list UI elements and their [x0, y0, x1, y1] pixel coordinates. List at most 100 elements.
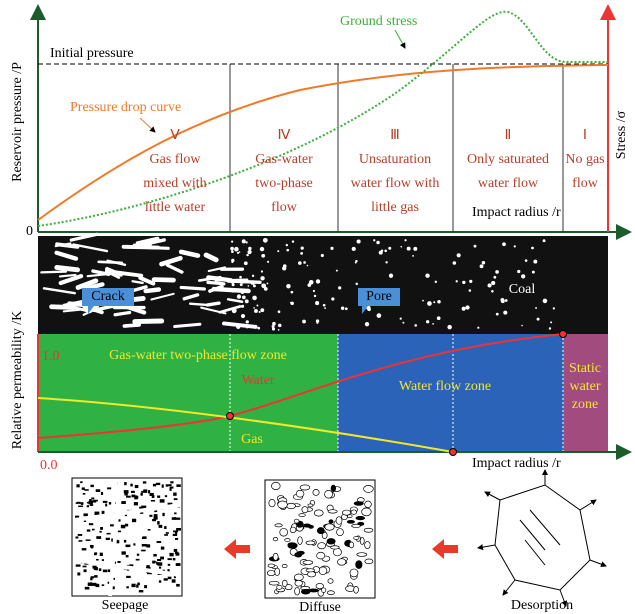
grain [326, 538, 336, 545]
grain [161, 484, 164, 488]
pore [502, 242, 506, 247]
grain [92, 565, 97, 569]
zone-text: water flow with [351, 176, 440, 191]
grain [90, 576, 94, 579]
zone-text: little water [145, 200, 206, 215]
crack [222, 321, 258, 329]
pore [260, 276, 265, 281]
grain [82, 565, 87, 568]
grain [144, 585, 148, 589]
grain [346, 519, 355, 524]
grain [164, 495, 168, 498]
pore [271, 327, 276, 331]
pore [436, 316, 441, 321]
pore [256, 304, 259, 307]
grain [350, 509, 357, 515]
grain [96, 558, 99, 561]
grain [90, 546, 94, 549]
zone-text: water flow [478, 176, 539, 191]
grain [162, 512, 165, 517]
grain [89, 498, 92, 502]
grain [167, 502, 173, 506]
grain [98, 568, 102, 572]
pore [260, 308, 265, 313]
grain [141, 543, 147, 547]
pore [240, 290, 245, 294]
crack [165, 263, 184, 274]
pore [300, 246, 304, 250]
grain [157, 521, 160, 525]
grain [89, 504, 94, 506]
grain [82, 493, 86, 495]
crack [54, 250, 79, 261]
grain [107, 487, 112, 490]
zone-text: Gas-water [255, 152, 313, 167]
grain [281, 564, 288, 569]
grain [101, 559, 105, 561]
grain [94, 552, 97, 556]
grain [301, 506, 309, 514]
crack [179, 285, 206, 291]
coal-image [38, 232, 608, 334]
pore [521, 324, 523, 327]
grain [146, 567, 151, 570]
grain [165, 484, 169, 487]
pore [239, 275, 242, 279]
grain [131, 494, 136, 498]
pore [254, 309, 258, 313]
grain [163, 578, 168, 581]
pointer [394, 29, 406, 49]
pore [552, 307, 555, 310]
grain [81, 487, 85, 490]
grain [96, 536, 102, 539]
grain [284, 538, 291, 543]
pore [413, 246, 418, 251]
grain [125, 554, 129, 558]
crack [54, 265, 81, 273]
pore [524, 259, 528, 262]
grain [167, 576, 172, 580]
grain [90, 582, 93, 585]
grain [176, 527, 181, 531]
desorption-arrows [477, 469, 607, 607]
grain [172, 557, 176, 561]
grain [123, 490, 129, 494]
grain [91, 528, 95, 531]
crack [69, 232, 99, 242]
pore [266, 260, 270, 263]
pore [384, 249, 387, 253]
pore [322, 303, 326, 307]
grain [126, 586, 129, 589]
crack [104, 269, 144, 278]
zone-numeral: Ⅳ [278, 128, 291, 143]
grain [300, 589, 311, 595]
grain [75, 536, 79, 539]
k-top: 1.0 [42, 349, 60, 364]
grain [105, 503, 108, 507]
pore [548, 327, 552, 330]
pore [414, 324, 417, 327]
grain [268, 499, 276, 508]
pore [250, 280, 255, 285]
grain [272, 537, 279, 542]
grain [141, 490, 145, 493]
grain [272, 552, 279, 561]
grain [136, 553, 140, 556]
pore [231, 250, 234, 254]
grain [307, 503, 314, 508]
grain [142, 481, 147, 484]
pore [261, 253, 266, 258]
grain [153, 553, 157, 557]
grain [293, 518, 300, 524]
desorption-icon [494, 484, 591, 591]
grain [313, 509, 324, 517]
pore [231, 288, 236, 293]
pore [447, 324, 452, 330]
grain [348, 541, 355, 549]
pore [542, 298, 548, 304]
grain [353, 536, 360, 540]
process-label: Seepage [102, 598, 149, 613]
grain [173, 492, 177, 496]
x-axis-label: Impact radius /r [472, 205, 561, 220]
pore [376, 313, 382, 318]
